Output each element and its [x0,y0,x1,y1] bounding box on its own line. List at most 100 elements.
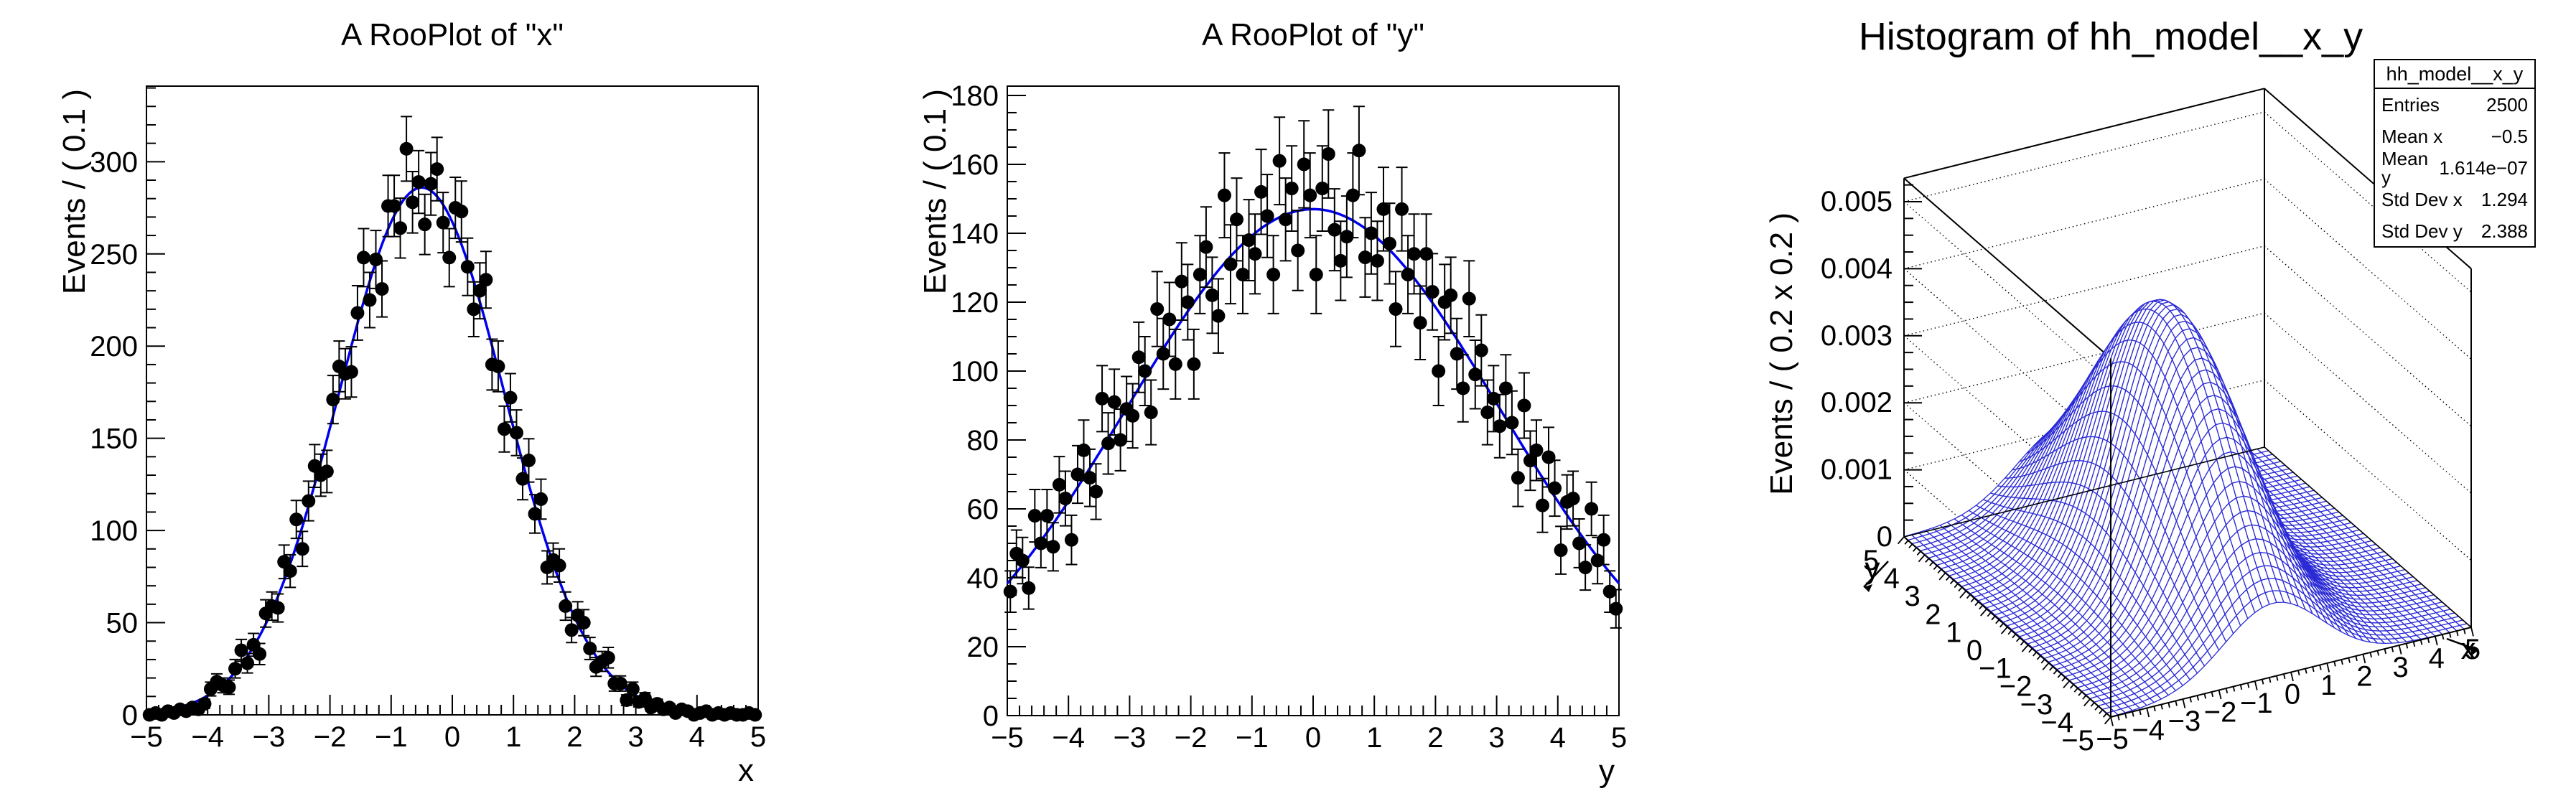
x-tick-label: 3 [627,721,643,753]
grid-right-wall [2264,245,2472,427]
data-marker [1456,381,1470,395]
y-tick-3d [1929,561,1933,567]
x-tick-label: 5 [1611,722,1627,754]
x-tick-3d [2419,640,2423,645]
data-marker [289,512,304,527]
data-marker [1003,584,1017,599]
data-marker [406,195,420,210]
pad-rooplot-y: A RooPlot of "y" 0 20 40 60 80 100 120 140 160 18… [859,0,1717,801]
y-tick-3d [1987,612,1992,617]
y-tick-label-3d: −1 [1979,653,2012,685]
data-marker [625,682,640,696]
y-tick-3d [2061,677,2066,682]
x-tick-3d [2456,630,2459,637]
x-tick-3d [2196,695,2200,701]
data-marker [350,306,365,320]
data-marker [326,393,340,407]
y-tick-3d [1979,604,1984,610]
surface-chart: 0 0.001 0.002 0.003 0.004 0.005 Events / ( 0.2… [1764,88,2481,756]
data-marker [1156,347,1170,361]
y-tick-label-3d: 1 [1946,617,1961,648]
y-tick-label: 140 [951,218,999,250]
y-tick-3d [2028,648,2033,653]
rooplot-x-chart: 0 50 100 150 200 250 300 −5 −4 −3 −2 −1 0 1 2 3 4 5x Event… [57,85,766,788]
y-tick-label-3d: −5 [2061,725,2094,756]
data-marker [1064,533,1078,547]
data-marker [241,656,255,670]
y-tick-3d [2073,688,2078,693]
data-marker [234,643,248,657]
x-axis-arrowhead [2470,647,2478,655]
data-marker [1027,509,1042,523]
data-marker [1254,184,1269,199]
data-marker [363,293,377,307]
y-axis-arrowhead [1864,584,1872,592]
data-marker [1340,230,1354,244]
y-tick-3d [1980,608,1987,617]
y-tick-label-3d: 0 [1966,635,1982,667]
x-tick-label-3d: 0 [2285,679,2300,711]
x-tick-label: −2 [314,721,347,753]
data-marker [1480,406,1495,420]
y-tick-3d [2012,633,2017,639]
x-tick-3d [2254,680,2258,690]
y-tick-3d [2063,680,2071,688]
x-tick-label-3d: 2 [2356,661,2372,693]
data-marker [1425,285,1439,299]
y-tick-label: 250 [90,239,138,271]
x-tick-label: 0 [1305,722,1321,754]
data-marker [1536,498,1549,512]
y-tick-3d [1925,558,1930,563]
stats-row-mean-y: Mean y 1.614e−07 [2381,148,2528,188]
data-marker [1279,212,1293,227]
y-axis-title: Events / ( 0.1 ) [918,89,953,294]
data-marker [222,680,236,694]
x-tick-3d [2218,690,2222,700]
y-axis-arrow [1863,561,1889,588]
data-marker [1566,492,1580,506]
data-marker [1040,509,1054,523]
x-tick-3d [2449,632,2452,638]
data-marker [1022,581,1036,595]
data-marker [1199,240,1213,254]
x-tick-3d [2391,647,2394,652]
data-marker [399,141,414,156]
data-marker [1266,268,1281,282]
x-tick-3d [2463,629,2466,634]
y-tick-3d [2021,645,2029,652]
box-edge-top-back [1903,88,2265,179]
data-marker [1413,316,1427,330]
x-tick-label: −3 [1114,722,1147,754]
x-tick-3d [2175,701,2178,706]
y-tick-label: 300 [90,146,138,178]
y-tick-label: 40 [967,563,999,594]
z-tick-label: 0.003 [1821,320,1893,352]
data-marker [1474,343,1488,357]
x-tick-3d [2441,634,2445,640]
data-marker [497,422,511,436]
data-marker [1609,601,1623,616]
x-tick-label-3d: 4 [2429,643,2445,675]
data-marker [1058,492,1073,506]
grid-right-wall [2264,312,2472,494]
x-tick-3d [2232,686,2236,692]
x-axis-title-3d: x [2461,632,2476,665]
y-tick-3d [2020,640,2025,646]
data-marker [1517,398,1531,413]
y-tick-label: 50 [106,608,139,640]
y-tick-label: 100 [951,356,999,388]
data-marker [1107,395,1121,409]
y-tick-label: 0 [983,701,999,732]
x-tick-3d [2290,672,2294,682]
x-tick-label: −1 [1236,722,1269,754]
x-tick-label-3d: −3 [2168,706,2201,737]
z-tick-label: 0.004 [1821,253,1893,284]
data-marker [1401,268,1415,282]
stats-box-title: hh_model__x_y [2375,60,2534,89]
data-marker [620,693,634,707]
x-tick-3d [2246,683,2250,688]
data-marker [503,390,518,405]
data-marker [393,221,408,235]
data-marker [509,426,523,440]
